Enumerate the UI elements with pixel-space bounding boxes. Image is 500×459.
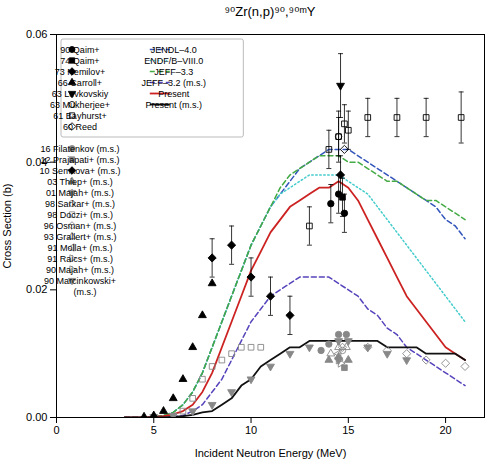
svg-text:16 Filatenkov (m.s.): 16 Filatenkov (m.s.) <box>40 144 119 154</box>
svg-text:Present (m.s.): Present (m.s.) <box>146 100 203 110</box>
svg-text:ENDF/B–VIII.0: ENDF/B–VIII.0 <box>144 56 203 66</box>
svg-text:98 Doczi+ (m.s.): 98 Doczi+ (m.s.) <box>47 210 113 220</box>
svg-text:63 Levkovskiy: 63 Levkovskiy <box>52 89 109 99</box>
svg-text:03 Thiep+ (m.s.): 03 Thiep+ (m.s.) <box>47 177 113 187</box>
svg-text:66 Carroll+: 66 Carroll+ <box>58 78 102 88</box>
svg-text:90 Marcinkowski+ (m.s.): 90 Marcinkowski+ (m.s.) <box>44 276 116 297</box>
svg-text:5: 5 <box>151 424 157 436</box>
svg-text:90 Qaim+: 90 Qaim+ <box>60 45 99 55</box>
svg-text:15: 15 <box>342 424 354 436</box>
svg-text:93 Grallert+ (m.s.): 93 Grallert+ (m.s.) <box>44 232 117 242</box>
svg-text:60 Reed: 60 Reed <box>63 122 97 132</box>
svg-text:63 Mukherjee+: 63 Mukherjee+ <box>50 100 110 110</box>
html-text:⁹⁰Zr(n,p)⁹⁰,⁹⁰ᵐY: ⁹⁰Zr(n,p)⁹⁰,⁹⁰ᵐY <box>224 4 316 19</box>
svg-text:Incident Neutron Energy (MeV): Incident Neutron Energy (MeV) <box>195 447 347 459</box>
svg-text:20: 20 <box>439 424 451 436</box>
svg-text:12 Prajapati+ (m.s.): 12 Prajapati+ (m.s.) <box>41 155 120 165</box>
svg-text:10 Semkova+ (m.s.): 10 Semkova+ (m.s.) <box>40 166 121 176</box>
svg-text:0: 0 <box>53 424 59 436</box>
svg-text:0.06: 0.06 <box>26 28 47 40</box>
svg-text:73 Nemilov+: 73 Nemilov+ <box>55 67 105 77</box>
svg-text:JEFF–3.3: JEFF–3.3 <box>154 67 193 77</box>
svg-text:Cross Section (b): Cross Section (b) <box>1 184 13 269</box>
svg-text:96 Osman+ (m.s.): 96 Osman+ (m.s.) <box>44 221 116 231</box>
svg-text:0.04: 0.04 <box>26 155 48 168</box>
svg-text:98 Sarkar+ (m.s.): 98 Sarkar+ (m.s.) <box>45 199 115 209</box>
svg-text:JENDL–4.0: JENDL–4.0 <box>151 45 197 55</box>
svg-text:JEFF–3.2 (m.s.): JEFF–3.2 (m.s.) <box>142 78 207 88</box>
svg-text:10: 10 <box>245 424 257 436</box>
svg-text:Present: Present <box>158 89 190 99</box>
svg-text:90 Majah+ (m.s.): 90 Majah+ (m.s.) <box>46 265 114 275</box>
svg-text:0.00: 0.00 <box>26 411 47 423</box>
svg-text:91 Raics+ (m.s.): 91 Raics+ (m.s.) <box>47 254 113 264</box>
svg-text:01 Majah+ (m.s.): 01 Majah+ (m.s.) <box>46 188 114 198</box>
svg-text:74 Qaim+: 74 Qaim+ <box>60 56 99 66</box>
svg-text:0.02: 0.02 <box>26 283 48 296</box>
svg-text:91 Molla+ (m.s.): 91 Molla+ (m.s.) <box>48 243 113 253</box>
svg-text:61 Bayhurst+: 61 Bayhurst+ <box>53 111 106 121</box>
